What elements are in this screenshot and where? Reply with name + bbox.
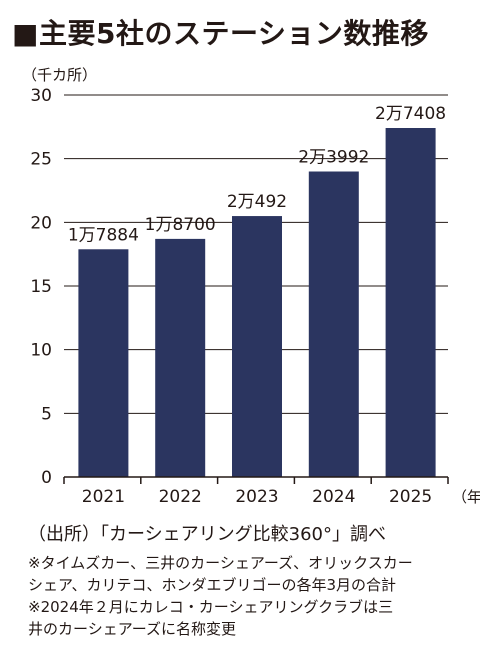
- source-note: （出所）「カーシェアリング比較360°」調べ: [28, 524, 386, 545]
- y-tick-label: 5: [41, 404, 52, 424]
- y-unit-label: （千カ所）: [22, 66, 97, 84]
- bar: [78, 249, 129, 477]
- y-tick-label: 25: [30, 150, 52, 170]
- bar: [155, 238, 206, 477]
- x-tick-label: 2024: [312, 487, 355, 507]
- footnote-line: 井のカーシェアーズに名称変更: [28, 620, 237, 638]
- data-label: 2万492: [227, 192, 287, 212]
- data-labels: 1万7884 1万8700 2万492 2万3992 2万7408: [68, 104, 446, 245]
- x-tick-label: 2021: [82, 487, 125, 507]
- data-label: 2万3992: [298, 148, 369, 168]
- bar: [308, 171, 359, 477]
- y-tick-label: 15: [30, 277, 52, 297]
- bars: [78, 128, 436, 477]
- x-tick-label: 2025: [389, 487, 432, 507]
- bar: [232, 216, 282, 477]
- chart-title: ■主要5社のステーション数推移: [12, 17, 429, 50]
- x-tick-label: 2023: [235, 487, 278, 507]
- footnote-line: シェア、カリテコ、ホンダエブリゴーの各年3月の合計: [28, 576, 397, 594]
- x-tick-label: 2022: [159, 487, 202, 507]
- data-label: 1万8700: [145, 215, 216, 235]
- data-label: 2万7408: [375, 104, 446, 124]
- footnotes: ※タイムズカー、三井のカーシェアーズ、オリックスカー シェア、カリテコ、ホンダエ…: [28, 552, 413, 640]
- footnote-line: ※タイムズカー、三井のカーシェアーズ、オリックスカー: [28, 554, 413, 572]
- footnote-line: ※2024年２月にカレコ・カーシェアリングクラブは三: [28, 598, 394, 616]
- y-tick-label: 10: [30, 341, 52, 361]
- data-label: 1万7884: [68, 225, 139, 245]
- y-tick-label: 20: [30, 213, 52, 233]
- bar: [385, 128, 436, 477]
- x-unit-label: （年）: [452, 488, 480, 506]
- y-tick-label: 30: [30, 86, 52, 106]
- y-tick-label: 0: [41, 468, 52, 488]
